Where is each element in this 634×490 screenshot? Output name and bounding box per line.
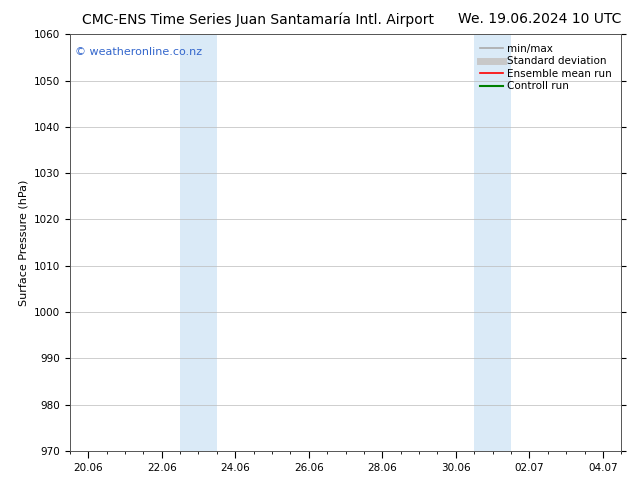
Legend: min/max, Standard deviation, Ensemble mean run, Controll run: min/max, Standard deviation, Ensemble me… xyxy=(476,40,616,96)
Text: © weatheronline.co.nz: © weatheronline.co.nz xyxy=(75,47,202,57)
Bar xyxy=(180,34,217,451)
Bar xyxy=(474,34,511,451)
Text: CMC-ENS Time Series Juan Santamaría Intl. Airport: CMC-ENS Time Series Juan Santamaría Intl… xyxy=(82,12,434,27)
Y-axis label: Surface Pressure (hPa): Surface Pressure (hPa) xyxy=(18,179,28,306)
Text: We. 19.06.2024 10 UTC: We. 19.06.2024 10 UTC xyxy=(458,12,621,26)
